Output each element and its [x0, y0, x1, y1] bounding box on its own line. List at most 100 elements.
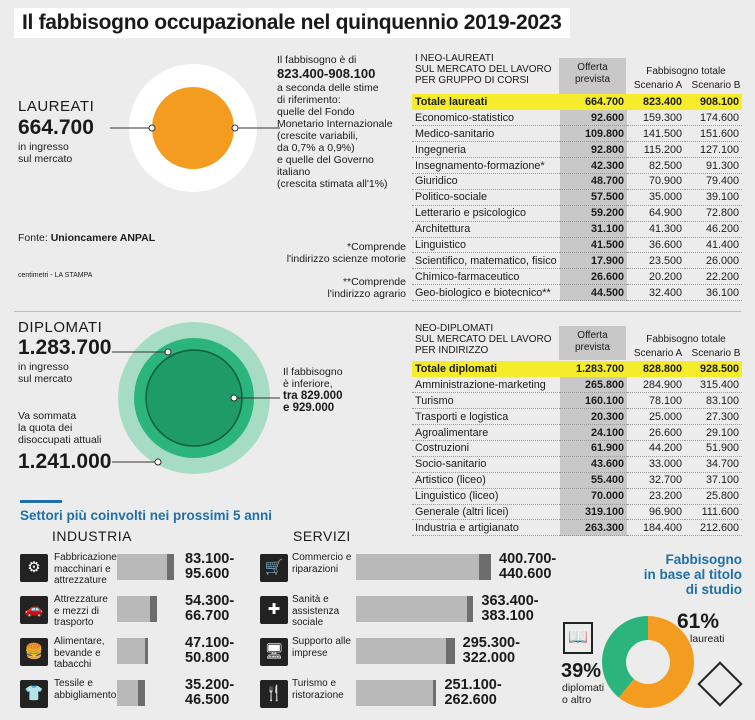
laureati-cell-value: 92.600	[560, 109, 627, 127]
table-diplomati-fab-header: Fabbisogno totale	[646, 334, 726, 345]
sector-label: Alimentare, bevande e tabacchi	[54, 636, 105, 670]
laureati-cell-value: 127.100	[685, 141, 742, 159]
laureati-row: Linguistico 41.500 36.600 41.400	[412, 237, 742, 254]
sector-bar-min	[117, 596, 150, 622]
laureati-fab-range: 823.400-908.100	[277, 66, 376, 81]
diplomati-cell-value: 83.100	[685, 392, 742, 410]
diplomati-cell-value: 284.900	[627, 376, 685, 394]
laureati-cell-value: 32.400	[627, 284, 685, 302]
sector-bar-range	[478, 554, 491, 580]
sector-bar-range	[138, 680, 145, 706]
diplomati-cell-value: 1.283.700	[560, 361, 627, 377]
diplomati-cell-value: 33.000	[627, 456, 685, 473]
laureati-sub1: in ingresso	[18, 141, 69, 153]
sector-label: Commercio e riparazioni	[292, 552, 352, 575]
laureati-cell-value: 35.000	[627, 189, 685, 206]
laureati-cell-value: 20.200	[627, 268, 685, 286]
laureati-cell-value: 115.200	[627, 141, 685, 159]
laureati-pct: 61%	[677, 610, 720, 633]
diplomati-pct: 39%	[561, 660, 602, 682]
laureati-row: Letterario e psicologico 59.200 64.900 72.8…	[412, 205, 742, 222]
burger-icon: 🍔	[20, 638, 48, 666]
table-diplomati-heading: NEO-DIPLOMATI SUL MERCATO DEL LAVORO PER I…	[415, 323, 552, 356]
laureati-cell-value: 42.300	[560, 157, 627, 174]
pie-slice-laureati	[618, 616, 694, 708]
industria-label: INDUSTRIA	[52, 528, 132, 544]
laureati-pct-label: laureati	[690, 633, 725, 645]
diplomati-cell-value: 184.400	[627, 519, 685, 537]
diplomati-fab-note: Il fabbisogno è inferiore, tra 829.000 e…	[283, 366, 343, 414]
sector-label: Fabbricazione macchinari e attrezzature	[54, 552, 117, 586]
table-diplomati-offerta-header: Offerta prevista	[559, 326, 626, 360]
diplomati-row: Amministrazione-marketing 265.800 284.900 3…	[412, 376, 742, 394]
diplomati-cell-label: Socio-sanitario	[412, 456, 560, 473]
section-divider	[14, 311, 741, 312]
diplomati-cell-value: 70.000	[560, 488, 627, 505]
diplomati-cell-value: 828.800	[627, 361, 685, 377]
table-laureati: Totale laureati 664.700 823.400 908.100 Econ…	[412, 94, 742, 302]
diplomati-cell-value: 265.800	[560, 376, 627, 394]
sector-bar-min	[356, 638, 447, 664]
diplomati-cell-value: 96.900	[627, 504, 685, 521]
laureati-cell-label: Scientifico, matematico, fisico	[412, 252, 560, 270]
sectors-accent-line	[20, 500, 62, 503]
laureati-cell-label: Economico-statistico	[412, 109, 560, 127]
laureati-cell-value: 26.000	[685, 252, 742, 270]
laureati-cell-value: 174.600	[685, 109, 742, 127]
laureati-cell-value: 151.600	[685, 125, 742, 143]
sector-value: 54.300- 66.700	[185, 593, 235, 624]
laureati-cell-value: 59.200	[560, 205, 627, 222]
table-laureati-heading: I NEO-LAUREATI SUL MERCATO DEL LAVORO PER …	[415, 53, 552, 86]
sector-bar-min	[117, 638, 146, 664]
sector-bar-range	[149, 596, 158, 622]
table-diplomati-scenario-b: Scenario B	[691, 348, 741, 359]
diplomati-cell-label: Costruzioni	[412, 440, 560, 457]
laureati-cell-value: 823.400	[627, 94, 685, 110]
diplomati-cell-value: 32.700	[627, 472, 685, 489]
diplomati-cell-label: Totale diplomati	[412, 361, 560, 377]
diplomati-circle-graphic	[112, 322, 280, 474]
laureati-row: Giuridico 48.700 70.900 79.400	[412, 173, 742, 190]
diplomati-cell-value: 78.100	[627, 392, 685, 410]
laureati-row: Economico-statistico 92.600 159.300 174.600	[412, 109, 742, 127]
nurse-icon: ✚	[260, 596, 288, 624]
laureati-cell-label: Medico-sanitario	[412, 125, 560, 143]
laureati-cell-value: 57.500	[560, 189, 627, 206]
laureati-cell-value: 36.100	[685, 284, 742, 302]
laureati-cell-label: Geo-biologico e biotecnico**	[412, 284, 560, 302]
diplomati-cell-value: 319.100	[560, 504, 627, 521]
diplomati-row: Agroalimentare 24.100 26.600 29.100	[412, 424, 742, 441]
servizi-label: SERVIZI	[293, 528, 351, 544]
laureati-cell-value: 79.400	[685, 173, 742, 190]
sector-value: 35.200- 46.500	[185, 677, 235, 708]
laureati-cell-value: 41.500	[560, 237, 627, 254]
laureati-cell-label: Giuridico	[412, 173, 560, 190]
table-laureati-scenario-a: Scenario A	[633, 80, 683, 91]
diplomati-cell-value: 111.600	[685, 504, 742, 521]
diplomati-cell-value: 23.200	[627, 488, 685, 505]
diplomati-cell-value: 928.500	[685, 361, 742, 377]
sector-bar-range	[467, 596, 474, 622]
sector-label: Turismo e ristorazione	[292, 678, 344, 701]
sector-label: Attrezzature e mezzi di trasporto	[54, 594, 108, 628]
laureati-cell-value: 41.400	[685, 237, 742, 254]
diplomati-row: Industria e artigianato 263.300 184.400 212…	[412, 519, 742, 537]
diplomati-cell-value: 34.700	[685, 456, 742, 473]
laureati-circle-graphic	[110, 64, 280, 192]
car-icon: 🚗	[20, 596, 48, 624]
sector-bar-min	[117, 680, 139, 706]
laureati-cell-label: Architettura	[412, 221, 560, 238]
laureati-cell-label: Totale laureati	[412, 94, 560, 110]
laureati-cell-value: 39.100	[685, 189, 742, 206]
diplomati-cell-value: 37.100	[685, 472, 742, 489]
laureati-row: Architettura 31.100 41.300 46.200	[412, 221, 742, 238]
book-icon: 📖	[563, 622, 593, 654]
laureati-cell-value: 72.800	[685, 205, 742, 222]
diplomati-row: Generale (altri licei) 319.100 96.900 111.6…	[412, 504, 742, 521]
laureati-row: Chimico-farmaceutico 26.600 20.200 22.200	[412, 268, 742, 286]
fabbisogno-pie	[602, 616, 694, 708]
diplomati-sub1: in ingresso	[18, 361, 69, 373]
disoccupati-value: 1.241.000	[18, 450, 112, 473]
laureati-cell-value: 41.300	[627, 221, 685, 238]
